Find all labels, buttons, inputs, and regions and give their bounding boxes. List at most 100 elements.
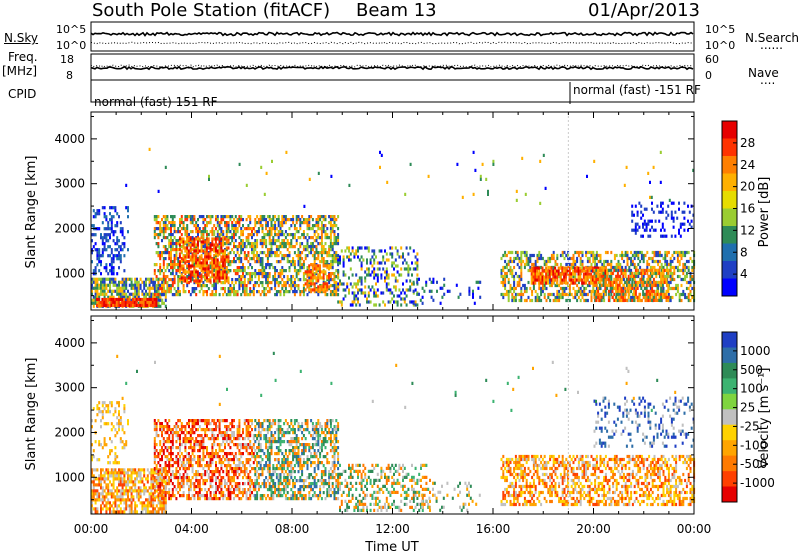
data-cell	[205, 279, 208, 283]
nave-tick-top: 60	[705, 53, 719, 66]
data-cell	[249, 233, 252, 237]
data-cell	[319, 285, 321, 289]
data-cell	[240, 266, 243, 270]
data-cell	[233, 290, 235, 294]
data-cell	[193, 245, 196, 249]
data-cell	[214, 276, 217, 280]
data-cell	[114, 277, 117, 281]
data-cell	[143, 468, 146, 472]
data-cell	[105, 286, 108, 290]
data-cell	[616, 277, 619, 281]
data-cell	[651, 219, 653, 223]
data-cell	[98, 295, 101, 299]
data-cell	[279, 224, 282, 228]
data-cell	[155, 227, 158, 231]
data-cell	[660, 234, 662, 238]
data-cell	[168, 263, 171, 267]
data-cell	[170, 287, 172, 291]
data-cell	[630, 268, 633, 273]
data-cell	[348, 291, 350, 295]
data-cell	[579, 266, 582, 270]
data-cell	[134, 483, 137, 487]
data-cell	[103, 437, 106, 441]
data-cell	[348, 183, 351, 187]
data-cell	[337, 293, 340, 297]
data-cell	[119, 440, 122, 444]
data-cell	[112, 289, 115, 293]
data-cell	[311, 236, 314, 240]
data-cell	[310, 263, 313, 267]
data-cell	[170, 290, 172, 294]
data-cell	[315, 288, 318, 292]
data-cell	[627, 286, 630, 290]
data-cell	[622, 298, 625, 302]
data-cell	[173, 227, 176, 231]
data-cell	[117, 300, 120, 305]
data-cell	[188, 233, 190, 237]
data-cell	[610, 262, 613, 267]
data-cell	[617, 265, 620, 270]
data-cell	[96, 301, 99, 305]
data-cell	[268, 248, 271, 252]
data-cell	[233, 260, 235, 264]
data-cell	[676, 256, 679, 261]
data-cell	[610, 289, 613, 294]
data-cell	[171, 242, 174, 246]
data-cell	[233, 233, 235, 237]
data-cell	[638, 280, 641, 284]
data-cell	[127, 495, 129, 499]
data-cell	[272, 239, 275, 243]
data-cell	[193, 279, 196, 283]
data-cell	[123, 286, 126, 290]
data-cell	[91, 510, 93, 514]
data-cell	[618, 289, 621, 293]
data-cell	[103, 248, 106, 252]
data-cell	[579, 272, 582, 276]
data-cell	[595, 274, 598, 278]
data-cell	[658, 265, 661, 270]
data-cell	[159, 287, 162, 291]
data-cell	[146, 504, 149, 508]
data-cell	[191, 261, 194, 265]
data-cell	[564, 278, 567, 282]
data-cell	[100, 277, 102, 281]
data-cell	[642, 274, 645, 279]
data-cell	[96, 303, 98, 308]
data-cell	[175, 272, 178, 276]
data-cell	[502, 268, 505, 273]
data-cell	[105, 404, 108, 408]
data-cell	[557, 266, 560, 270]
data-cell	[538, 256, 541, 261]
data-cell	[116, 477, 119, 481]
data-cell	[216, 243, 219, 247]
data-cell	[180, 276, 183, 280]
data-cell	[573, 281, 576, 285]
data-cell	[155, 495, 158, 499]
data-cell	[274, 242, 277, 246]
data-cell	[211, 284, 214, 288]
data-cell	[616, 298, 619, 302]
data-cell	[146, 480, 149, 484]
data-cell	[112, 303, 115, 308]
data-cell	[195, 276, 198, 280]
data-cell	[171, 248, 174, 252]
data-cell	[595, 298, 598, 302]
data-cell	[222, 264, 225, 268]
data-cell	[304, 245, 307, 249]
data-cell	[561, 286, 564, 291]
data-cell	[162, 251, 165, 255]
data-cell	[586, 256, 589, 261]
data-cell	[173, 215, 176, 219]
data-cell	[202, 215, 205, 219]
data-cell	[559, 262, 562, 267]
data-cell	[320, 221, 323, 225]
data-cell	[360, 282, 363, 286]
data-cell	[101, 297, 104, 302]
data-cell	[110, 468, 113, 472]
data-cell	[162, 224, 165, 228]
data-cell	[137, 468, 140, 472]
data-cell	[572, 281, 575, 285]
data-cell	[222, 270, 225, 274]
data-cell	[669, 274, 672, 279]
data-cell	[310, 215, 313, 219]
